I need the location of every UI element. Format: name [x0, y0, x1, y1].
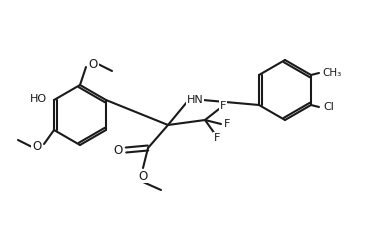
Text: Cl: Cl [324, 102, 335, 112]
Text: O: O [138, 170, 148, 182]
Text: CH₃: CH₃ [322, 68, 342, 78]
Text: F: F [214, 133, 220, 143]
Text: F: F [224, 119, 230, 129]
Text: HO: HO [29, 94, 46, 104]
Text: O: O [33, 140, 42, 154]
Text: HN: HN [187, 95, 203, 105]
Text: O: O [113, 143, 122, 156]
Text: O: O [88, 58, 98, 70]
Text: F: F [220, 101, 226, 111]
